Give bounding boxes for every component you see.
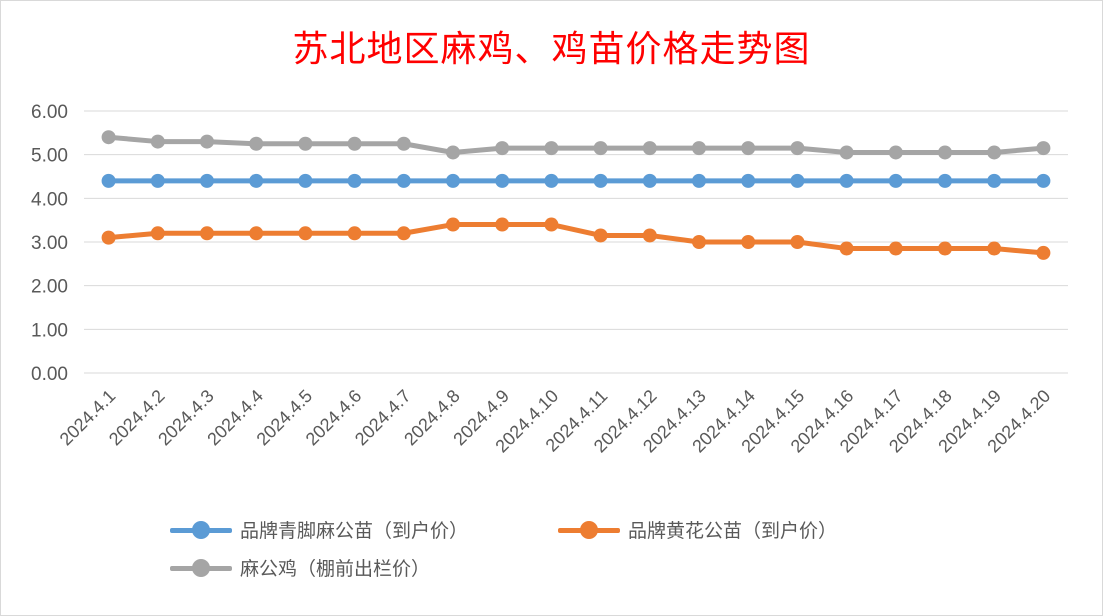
data-point bbox=[101, 230, 116, 245]
data-point bbox=[839, 145, 854, 160]
data-point bbox=[495, 217, 510, 232]
data-point bbox=[987, 173, 1002, 188]
data-point bbox=[396, 173, 411, 188]
data-point bbox=[544, 173, 559, 188]
data-point bbox=[200, 226, 214, 241]
data-point bbox=[150, 226, 165, 241]
data-point bbox=[200, 134, 214, 149]
data-point bbox=[446, 217, 460, 232]
y-tick-label: 6.00 bbox=[31, 102, 68, 123]
data-point bbox=[396, 226, 411, 241]
series-line bbox=[106, 134, 1046, 155]
data-point bbox=[741, 173, 756, 188]
data-point bbox=[446, 145, 460, 160]
data-point bbox=[347, 136, 362, 151]
data-point bbox=[938, 173, 952, 188]
data-point bbox=[741, 141, 756, 156]
legend-marker-series-3 bbox=[170, 558, 232, 578]
series-1 bbox=[101, 173, 1051, 188]
data-point bbox=[495, 141, 510, 156]
data-point bbox=[642, 141, 657, 156]
data-point bbox=[692, 173, 706, 188]
data-point bbox=[544, 141, 559, 156]
legend-marker-series-2 bbox=[558, 520, 620, 540]
series-3 bbox=[101, 130, 1051, 160]
y-tick-label: 0.00 bbox=[31, 364, 68, 385]
data-point bbox=[839, 241, 854, 256]
data-point bbox=[249, 173, 264, 188]
data-point bbox=[938, 241, 952, 256]
data-point bbox=[1036, 173, 1051, 188]
data-point bbox=[298, 136, 313, 151]
y-tick-label: 5.00 bbox=[31, 146, 68, 167]
y-tick-label: 1.00 bbox=[31, 320, 68, 341]
legend-marker-series-1 bbox=[170, 520, 232, 540]
data-point bbox=[150, 134, 165, 149]
data-point bbox=[987, 241, 1002, 256]
data-point bbox=[692, 235, 706, 249]
data-point bbox=[839, 173, 854, 188]
data-point bbox=[150, 173, 165, 188]
data-point bbox=[888, 241, 903, 256]
data-point bbox=[1036, 141, 1051, 156]
legend-label-series-2: 品牌黄花公苗（到户价） bbox=[628, 520, 838, 542]
y-tick-label: 2.00 bbox=[31, 277, 68, 298]
data-point bbox=[888, 145, 903, 160]
data-point bbox=[593, 173, 608, 188]
series-line bbox=[106, 222, 1046, 256]
data-point bbox=[593, 228, 608, 243]
data-point bbox=[938, 145, 952, 160]
legend-label-series-1: 品牌青脚麻公苗（到户价） bbox=[240, 520, 469, 542]
data-point bbox=[495, 173, 510, 188]
data-point bbox=[790, 141, 805, 156]
data-point bbox=[446, 173, 460, 188]
data-point bbox=[790, 235, 805, 249]
data-point bbox=[347, 173, 362, 188]
legend-label-series-3: 麻公鸡（棚前出栏价） bbox=[240, 558, 431, 580]
y-axis-ticks: 0.00 1.00 2.00 3.00 4.00 5.00 6.00 bbox=[31, 102, 68, 385]
data-point bbox=[200, 173, 214, 188]
y-tick-label: 4.00 bbox=[31, 189, 68, 210]
data-point bbox=[249, 226, 264, 241]
data-point bbox=[1036, 245, 1051, 260]
data-point bbox=[987, 145, 1002, 160]
series-lines bbox=[101, 130, 1051, 260]
data-point bbox=[298, 226, 313, 241]
data-point bbox=[692, 141, 706, 156]
data-point bbox=[888, 173, 903, 188]
data-point bbox=[544, 217, 559, 232]
data-point bbox=[790, 173, 805, 188]
data-point bbox=[101, 173, 116, 188]
y-tick-label: 3.00 bbox=[31, 233, 68, 254]
legend-item-series-3: 麻公鸡（棚前出栏价） bbox=[170, 554, 430, 581]
data-point bbox=[347, 226, 362, 241]
legend-item-series-2: 品牌黄花公苗（到户价） bbox=[558, 516, 837, 543]
data-point bbox=[642, 228, 657, 243]
x-axis-ticks: 2024.4.12024.4.22024.4.32024.4.42024.4.5… bbox=[56, 386, 1054, 457]
series-2 bbox=[101, 217, 1051, 260]
data-point bbox=[101, 130, 116, 145]
chart-title: 苏北地区麻鸡、鸡苗价格走势图 bbox=[292, 29, 811, 70]
data-point bbox=[396, 136, 411, 151]
data-point bbox=[249, 136, 264, 151]
data-point bbox=[298, 173, 313, 188]
data-point bbox=[593, 141, 608, 156]
legend-item-series-1: 品牌青脚麻公苗（到户价） bbox=[170, 516, 468, 543]
data-point bbox=[741, 235, 756, 249]
data-point bbox=[642, 173, 657, 188]
